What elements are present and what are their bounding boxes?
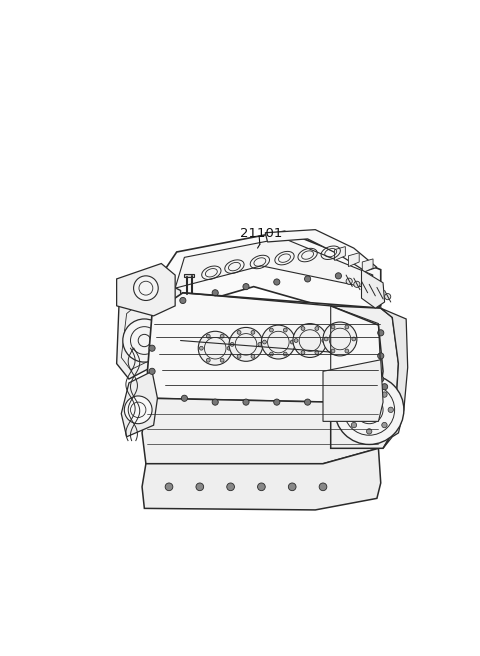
Circle shape — [367, 428, 372, 434]
Circle shape — [206, 358, 210, 362]
Circle shape — [165, 483, 173, 491]
Circle shape — [322, 338, 326, 342]
Circle shape — [274, 279, 280, 285]
Polygon shape — [154, 231, 381, 318]
Circle shape — [315, 350, 319, 354]
Circle shape — [378, 353, 384, 359]
Circle shape — [258, 483, 265, 491]
Circle shape — [369, 287, 375, 293]
Circle shape — [382, 384, 388, 390]
Circle shape — [367, 386, 372, 391]
Circle shape — [181, 395, 188, 401]
Circle shape — [263, 340, 266, 344]
Circle shape — [230, 342, 234, 346]
Circle shape — [237, 354, 241, 358]
Circle shape — [363, 403, 375, 416]
Circle shape — [227, 483, 234, 491]
Circle shape — [304, 399, 311, 405]
Circle shape — [220, 358, 224, 362]
Polygon shape — [184, 274, 194, 277]
Polygon shape — [335, 247, 345, 260]
Polygon shape — [142, 387, 383, 464]
Polygon shape — [147, 293, 384, 402]
Circle shape — [354, 281, 360, 287]
Circle shape — [304, 276, 311, 282]
Polygon shape — [381, 308, 408, 448]
Circle shape — [345, 349, 349, 353]
Circle shape — [243, 283, 249, 290]
Polygon shape — [117, 279, 183, 379]
Circle shape — [220, 335, 224, 338]
Circle shape — [319, 483, 327, 491]
Circle shape — [258, 342, 262, 346]
Circle shape — [388, 407, 394, 413]
Circle shape — [283, 328, 287, 332]
Polygon shape — [265, 230, 377, 271]
Circle shape — [199, 346, 203, 350]
Circle shape — [301, 350, 305, 354]
Polygon shape — [362, 259, 373, 273]
Circle shape — [301, 327, 305, 331]
Circle shape — [331, 349, 335, 353]
Circle shape — [262, 325, 295, 359]
Circle shape — [352, 337, 356, 341]
Circle shape — [335, 375, 404, 445]
Polygon shape — [331, 306, 398, 448]
Circle shape — [351, 392, 357, 398]
Circle shape — [212, 399, 218, 405]
Circle shape — [212, 290, 218, 296]
Circle shape — [378, 376, 384, 382]
Polygon shape — [323, 359, 383, 421]
Circle shape — [124, 396, 152, 424]
Circle shape — [149, 368, 155, 375]
Polygon shape — [348, 253, 359, 266]
Circle shape — [290, 340, 294, 344]
Circle shape — [288, 483, 296, 491]
Circle shape — [384, 293, 391, 300]
Circle shape — [345, 407, 350, 413]
Circle shape — [331, 325, 335, 329]
Circle shape — [133, 276, 158, 300]
Polygon shape — [121, 371, 157, 437]
Circle shape — [378, 330, 384, 336]
Circle shape — [346, 278, 352, 284]
Polygon shape — [142, 448, 381, 510]
Circle shape — [227, 346, 231, 350]
Circle shape — [351, 422, 357, 428]
Circle shape — [243, 399, 249, 405]
Circle shape — [251, 331, 255, 335]
Text: 21101: 21101 — [240, 226, 282, 239]
Circle shape — [274, 399, 280, 405]
Circle shape — [361, 284, 368, 291]
Circle shape — [324, 337, 328, 341]
Circle shape — [294, 338, 298, 342]
Polygon shape — [361, 270, 384, 308]
Circle shape — [315, 327, 319, 331]
Circle shape — [149, 345, 155, 352]
Circle shape — [283, 352, 287, 356]
Circle shape — [237, 331, 241, 335]
Circle shape — [198, 331, 232, 365]
Polygon shape — [117, 264, 175, 316]
Circle shape — [323, 322, 357, 356]
Circle shape — [251, 354, 255, 358]
Circle shape — [293, 323, 327, 358]
Polygon shape — [175, 238, 373, 288]
Circle shape — [229, 327, 263, 361]
Circle shape — [336, 273, 341, 279]
Circle shape — [382, 392, 387, 398]
Circle shape — [345, 325, 349, 329]
Circle shape — [196, 483, 204, 491]
Circle shape — [180, 297, 186, 304]
Circle shape — [382, 422, 387, 428]
Circle shape — [377, 291, 383, 297]
Circle shape — [269, 328, 273, 332]
Circle shape — [269, 352, 273, 356]
Circle shape — [123, 319, 166, 362]
Circle shape — [206, 335, 210, 338]
